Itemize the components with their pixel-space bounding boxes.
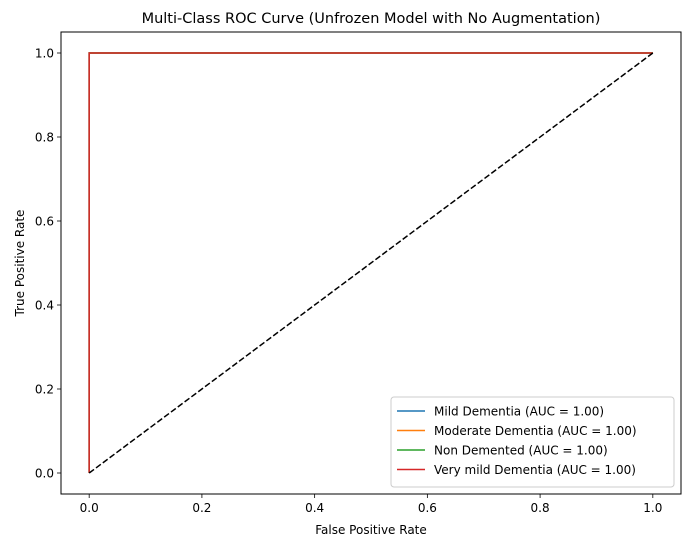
x-axis-label: False Positive Rate [315, 523, 427, 537]
x-tick-label: 0.2 [192, 501, 211, 515]
legend-entry-label-1: Moderate Dementia (AUC = 1.00) [434, 424, 637, 438]
legend-entry-label-0: Mild Dementia (AUC = 1.00) [434, 405, 604, 419]
legend-box [390, 396, 675, 488]
x-tick-label: 0.0 [80, 501, 99, 515]
y-tick-label: 0.4 [35, 299, 54, 313]
chart-title: Multi-Class ROC Curve (Unfrozen Model wi… [142, 11, 601, 27]
legend-entry-label-2: Non Demented (AUC = 1.00) [434, 444, 608, 458]
y-tick-label: 0.6 [35, 215, 54, 229]
chance-diagonal-line [88, 52, 654, 474]
axes-frame [60, 31, 682, 495]
plot-area [88, 52, 654, 474]
y-axis-label: True Positive Rate [13, 210, 27, 318]
y-tick-label: 0.2 [35, 383, 54, 397]
y-tick-label: 1.0 [35, 47, 54, 61]
roc-series-line-3 [88, 52, 653, 473]
x-tick-label: 0.4 [305, 501, 324, 515]
x-tick-label: 0.8 [531, 501, 550, 515]
x-tick-label: 0.6 [418, 501, 437, 515]
legend-entry-label-3: Very mild Dementia (AUC = 1.00) [434, 463, 636, 477]
ticks: 0.0 0.2 0.4 0.6 0.8 1.0 0.0 0.2 0.4 0.6 0.8 1.0 [35, 47, 662, 516]
y-tick-label: 0.8 [35, 131, 54, 145]
legend: Mild Dementia (AUC = 1.00) Moderate Demen… [390, 396, 675, 488]
x-tick-label: 1.0 [643, 501, 662, 515]
y-tick-label: 0.0 [35, 467, 54, 481]
